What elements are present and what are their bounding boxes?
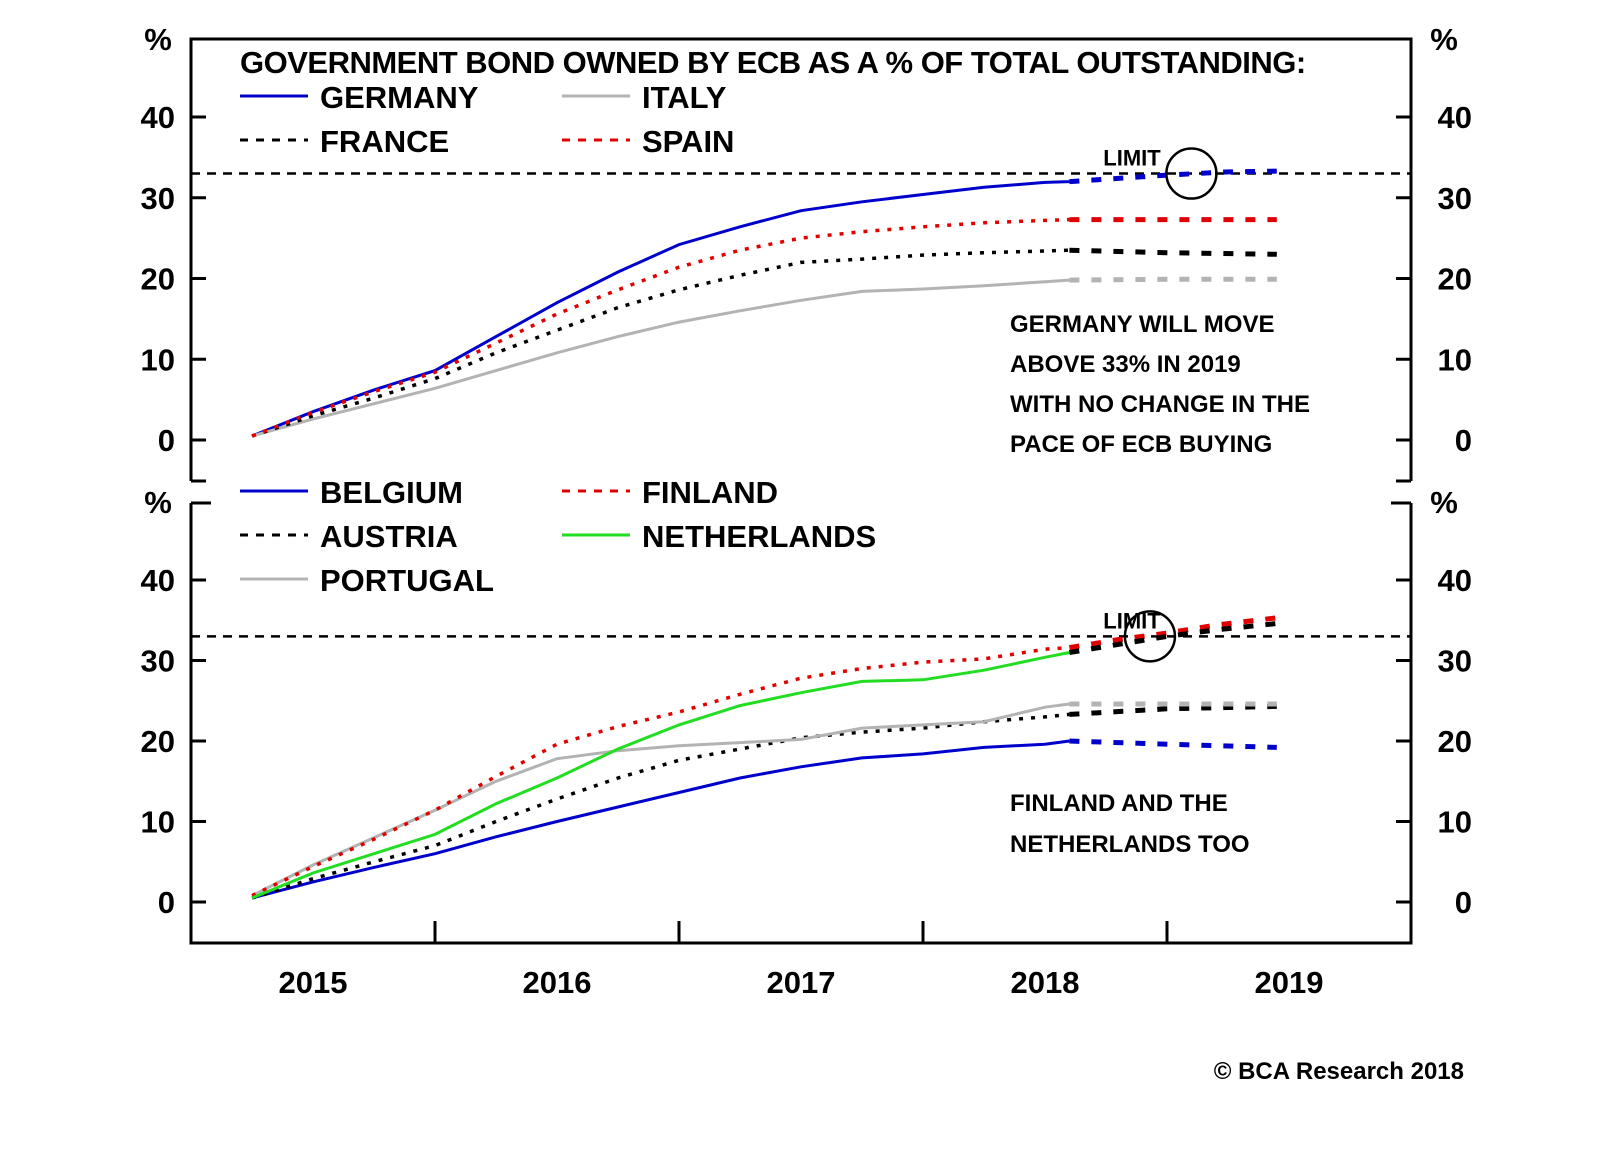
series-line-belgium <box>251 739 1070 900</box>
series-line-finland <box>251 645 1070 898</box>
x-tick-label: 2016 <box>523 965 592 1000</box>
legend-label-france: FRANCE <box>320 124 449 159</box>
series-projection-belgium <box>1069 738 1277 750</box>
y-tick-label-right: 40 <box>1438 100 1472 135</box>
y-tick-label-left: 0 <box>158 885 175 920</box>
y-tick-label-left: 10 <box>141 342 175 377</box>
y-tick-label-right: 40 <box>1438 563 1472 598</box>
y-tick-label-left: 30 <box>141 644 175 679</box>
legend-label-netherlands: NETHERLANDS <box>642 519 876 554</box>
y-tick-label-left: 40 <box>141 100 175 135</box>
series-line-netherlands <box>251 651 1070 900</box>
y-tick-label-right: 10 <box>1438 805 1472 840</box>
legend-label-germany: GERMANY <box>320 80 479 115</box>
y-tick-label-left: 10 <box>141 805 175 840</box>
annotation-line: ABOVE 33% IN 2019 <box>1010 351 1241 378</box>
x-tick-label: 2018 <box>1011 965 1080 1000</box>
annotation-line: WITH NO CHANGE IN THE <box>1010 391 1310 418</box>
series-projection-austria <box>1069 703 1277 717</box>
legend-label-belgium: BELGIUM <box>320 475 463 510</box>
y-tick-label-left: 20 <box>141 724 175 759</box>
y-tick-label-left: 30 <box>141 181 175 216</box>
limit-label: LIMIT <box>1103 146 1161 171</box>
annotation-line: GERMANY WILL MOVE <box>1010 311 1274 338</box>
legend-label-portugal: PORTUGAL <box>320 563 494 598</box>
annotation-line: PACE OF ECB BUYING <box>1010 431 1272 458</box>
y-unit-label-right: % <box>1430 22 1458 57</box>
y-tick-label-right: 10 <box>1438 342 1472 377</box>
y-tick-label-right: 0 <box>1455 423 1472 458</box>
legend-label-austria: AUSTRIA <box>320 519 458 554</box>
plot-frame <box>189 503 1413 945</box>
copyright: © BCA Research 2018 <box>1214 1058 1464 1085</box>
y-tick-label-left: 40 <box>141 563 175 598</box>
x-tick-label: 2017 <box>767 965 836 1000</box>
panel-top: % % 0 0 10 10 20 20 30 30 40 40 LIMIT GERMANY ITALY FRA… <box>141 22 1472 483</box>
x-axis: 2015 2016 2017 2018 2019 <box>279 921 1324 1000</box>
series-line-italy <box>251 278 1070 438</box>
annotation-line: FINLAND AND THE <box>1010 790 1228 817</box>
x-tick-label: 2019 <box>1255 965 1324 1000</box>
series-projection-france <box>1069 247 1277 257</box>
y-tick-label-left: 20 <box>141 262 175 297</box>
legend-label-italy: ITALY <box>642 80 727 115</box>
y-unit-label-left: % <box>144 22 172 57</box>
y-tick-label-left: 0 <box>158 423 175 458</box>
series-projection-italy <box>1069 276 1277 283</box>
chart-title: GOVERNMENT BOND OWNED BY ECB AS A % OF T… <box>240 45 1306 80</box>
y-tick-label-right: 30 <box>1438 181 1472 216</box>
series-line-france <box>251 248 1070 438</box>
y-unit-label-right: % <box>1430 485 1458 520</box>
y-tick-label-right: 30 <box>1438 644 1472 679</box>
legend-label-spain: SPAIN <box>642 124 734 159</box>
annotation-line: NETHERLANDS TOO <box>1010 831 1250 858</box>
series-line-germany <box>251 180 1070 438</box>
y-tick-label-right: 20 <box>1438 724 1472 759</box>
legend-label-finland: FINLAND <box>642 475 778 510</box>
limit-crossing-circle <box>1165 147 1218 200</box>
plot-frame <box>189 37 1413 481</box>
y-tick-label-right: 0 <box>1455 885 1472 920</box>
series-line-spain <box>251 217 1070 438</box>
x-tick-label: 2015 <box>279 965 348 1000</box>
series-line-austria <box>251 712 1070 900</box>
limit-crossing-circle <box>1123 610 1177 663</box>
y-unit-label-left: % <box>144 485 172 520</box>
y-tick-label-right: 20 <box>1438 262 1472 297</box>
